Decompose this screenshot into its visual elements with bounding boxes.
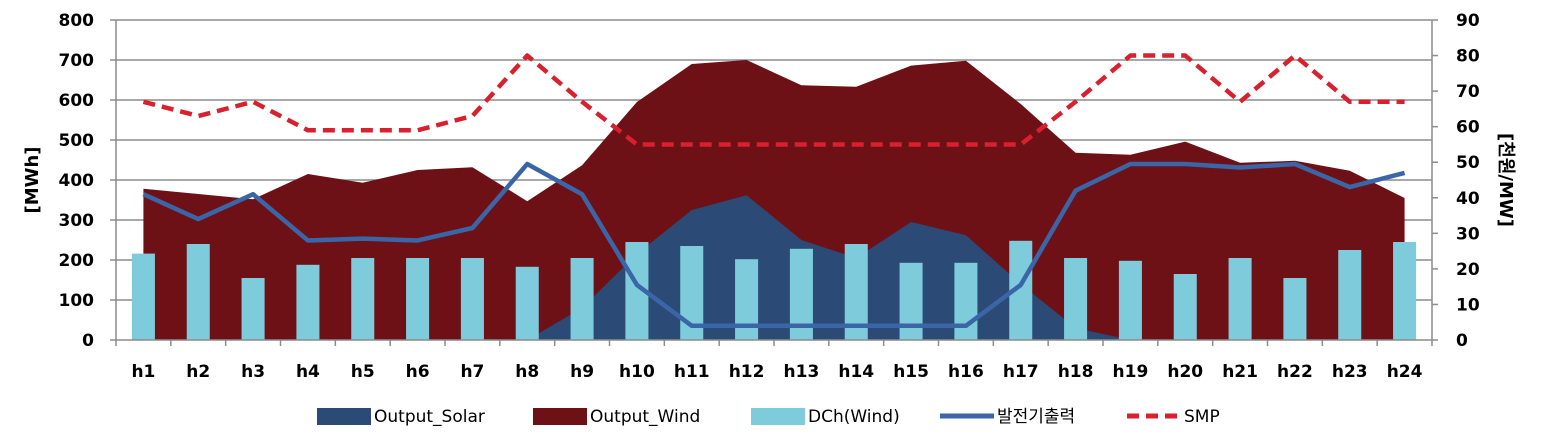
line-smp	[142, 53, 1405, 147]
area-series	[143, 60, 1405, 340]
bar-dch-wind	[296, 264, 320, 340]
y-right-tick-label: 0	[1456, 331, 1468, 351]
y-right-tick-label: 20	[1456, 260, 1480, 280]
y-right-tick-label: 60	[1456, 118, 1480, 138]
bar-dch-wind	[899, 262, 923, 340]
x-tick-label: h22	[1277, 362, 1313, 382]
legend-label: SMP	[1184, 407, 1220, 427]
axes	[110, 19, 1438, 346]
bar-dch-wind	[735, 259, 759, 340]
legend-label: Output_Wind	[590, 407, 700, 427]
legend-label: Output_Solar	[374, 407, 485, 427]
x-tick-label: h20	[1167, 362, 1203, 382]
x-tick-label: h5	[351, 362, 375, 382]
bar-dch-wind	[241, 278, 265, 340]
area-output-solar	[143, 195, 1405, 340]
x-tick-label: h23	[1332, 362, 1368, 382]
y-left-tick-label: 100	[59, 291, 95, 311]
x-tick-label: h6	[406, 362, 430, 382]
bar-dch-wind	[1283, 278, 1307, 340]
x-tick-label: h18	[1058, 362, 1094, 382]
y-right-tick-label: 90	[1456, 11, 1480, 31]
bar-dch-wind	[680, 246, 704, 340]
y-right-tick-label: 50	[1456, 153, 1480, 173]
left-axis-ticks: 0 100 200 300 400 500 600 700 800	[59, 11, 95, 351]
x-tick-label: h13	[784, 362, 820, 382]
bar-dch-wind	[625, 242, 649, 340]
legend: Output_Solar Output_Wind DCh(Wind) 발전기출력 SMP	[317, 407, 1220, 427]
x-axis-ticks: h1 h2 h3 h4 h5 h6 h7 h8 h9 h10 h11 h12 h13 h14 h15 h16 h…	[131, 362, 1422, 382]
bar-dch-wind	[1228, 258, 1252, 340]
x-tick-label: h2	[186, 362, 210, 382]
bar-dch-wind	[1118, 260, 1142, 340]
x-tick-label: h11	[674, 362, 710, 382]
legend-swatch	[317, 408, 371, 425]
area-output-wind	[143, 60, 1405, 340]
bar-dch-wind	[351, 258, 375, 340]
bar-dch-wind	[1393, 242, 1417, 340]
y-left-tick-label: 700	[59, 51, 95, 71]
x-tick-label: h4	[296, 362, 320, 382]
bar-dch-wind	[131, 253, 155, 340]
x-tick-label: h8	[515, 362, 539, 382]
x-tick-label: h3	[241, 362, 265, 382]
x-tick-label: h24	[1387, 362, 1423, 382]
y-left-tick-label: 500	[59, 131, 95, 151]
y-left-tick-label: 600	[59, 91, 95, 111]
bar-dch-wind	[844, 244, 868, 340]
y-left-tick-label: 400	[59, 171, 95, 191]
bar-dch-wind	[954, 262, 978, 340]
legend-swatch	[751, 408, 805, 425]
y-right-tick-label: 30	[1456, 224, 1480, 244]
bar-dch-wind	[515, 266, 539, 340]
bar-dch-wind	[570, 258, 594, 340]
bar-dch-wind	[789, 248, 813, 340]
x-tick-label: h1	[131, 362, 155, 382]
x-tick-label: h15	[893, 362, 929, 382]
bar-dch-wind	[1009, 240, 1033, 340]
y-right-tick-label: 40	[1456, 189, 1480, 209]
y-left-tick-label: 300	[59, 211, 95, 231]
line-series	[142, 53, 1406, 329]
y-left-tick-label: 0	[82, 331, 94, 351]
bar-dch-wind	[1338, 250, 1362, 340]
bar-dch-wind	[186, 244, 210, 340]
x-tick-label: h10	[619, 362, 655, 382]
y-right-tick-label: 80	[1456, 47, 1480, 67]
bar-dch-wind	[406, 258, 430, 340]
x-tick-label: h16	[948, 362, 984, 382]
x-tick-label: h21	[1222, 362, 1258, 382]
x-tick-label: h7	[460, 362, 484, 382]
x-tick-label: h19	[1113, 362, 1149, 382]
x-tick-label: h17	[1003, 362, 1039, 382]
legend-label: DCh(Wind)	[808, 407, 900, 427]
bar-dch-wind	[1064, 258, 1088, 340]
legend-swatch	[533, 408, 587, 425]
right-axis-ticks: 0 10 20 30 40 50 60 70 80 90	[1456, 11, 1480, 351]
y-left-tick-label: 800	[59, 11, 95, 31]
y-left-axis-title: [MWh]	[22, 146, 43, 213]
x-tick-label: h9	[570, 362, 594, 382]
line-generator-output	[142, 161, 1406, 329]
bar-dch-wind	[1173, 274, 1197, 340]
y-left-tick-label: 200	[59, 251, 95, 271]
x-tick-label: h14	[838, 362, 874, 382]
legend-label: 발전기출력	[997, 407, 1075, 427]
x-tick-label: h12	[729, 362, 765, 382]
y-right-tick-label: 70	[1456, 82, 1480, 102]
y-right-axis-title: [천원/MW]	[1495, 133, 1516, 227]
y-right-tick-label: 10	[1456, 295, 1480, 315]
bar-dch-wind	[460, 258, 484, 340]
